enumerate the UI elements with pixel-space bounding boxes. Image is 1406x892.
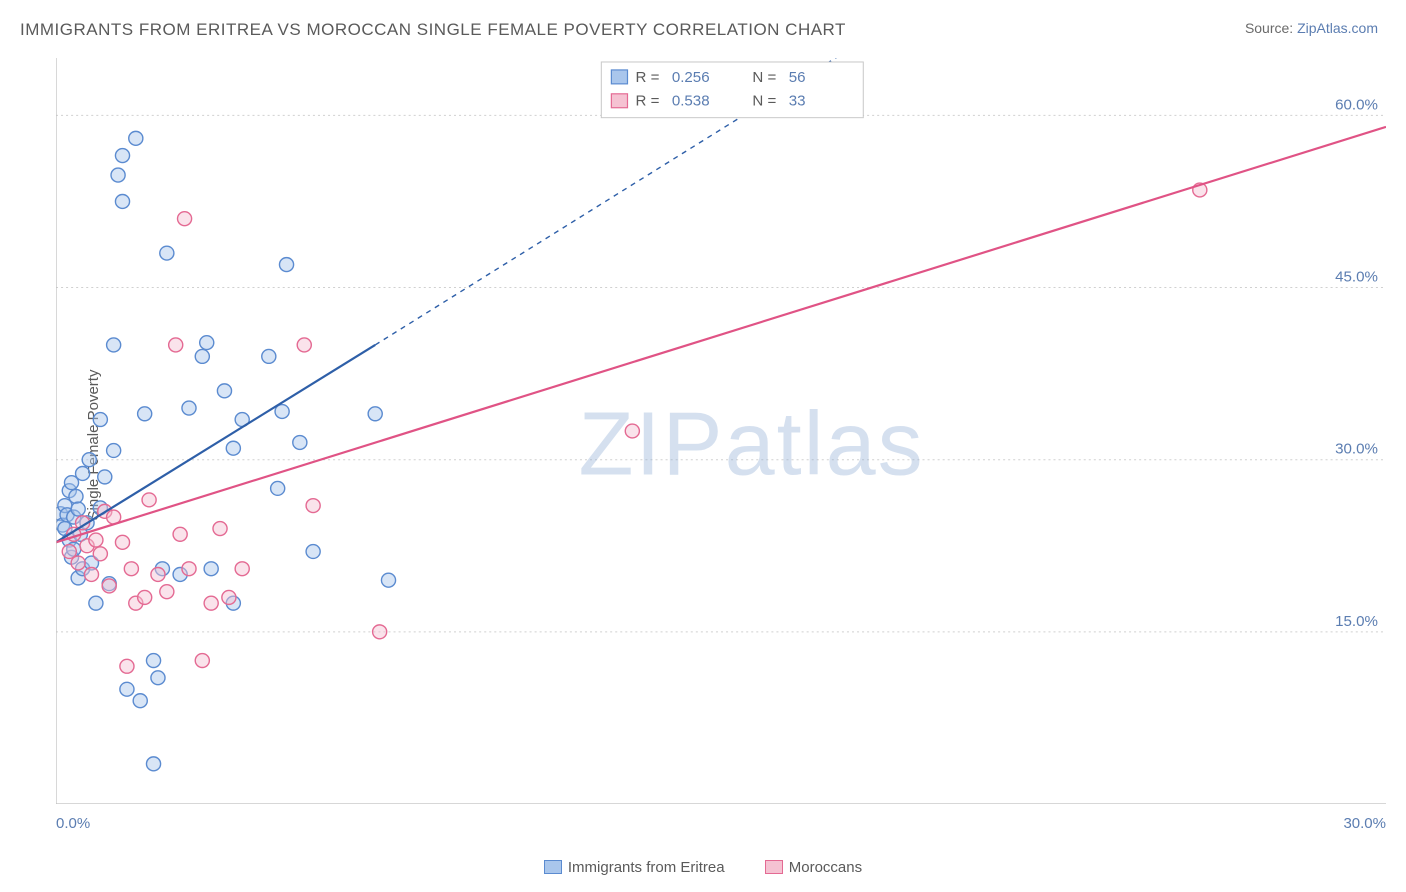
- x-min-label: 0.0%: [56, 815, 90, 832]
- chart-title: IMMIGRANTS FROM ERITREA VS MOROCCAN SING…: [20, 20, 846, 40]
- svg-text:N =: N =: [752, 69, 776, 86]
- source-link[interactable]: ZipAtlas.com: [1297, 20, 1378, 36]
- svg-text:45.0%: 45.0%: [1335, 269, 1378, 286]
- legend-item-eritrea: Immigrants from Eritrea: [544, 859, 729, 876]
- svg-text:R =: R =: [636, 69, 660, 86]
- svg-text:15.0%: 15.0%: [1335, 613, 1378, 630]
- svg-text:33: 33: [789, 93, 806, 110]
- svg-text:30.0%: 30.0%: [1335, 441, 1378, 458]
- scatter-plot: 15.0% 30.0% 45.0% 60.0% R = 0.256 N = 56 R = 0.5…: [56, 58, 1386, 804]
- svg-text:56: 56: [789, 69, 806, 86]
- svg-text:0.256: 0.256: [672, 69, 710, 86]
- svg-text:R =: R =: [636, 93, 660, 110]
- legend: Immigrants from Eritrea Moroccans: [0, 859, 1406, 876]
- x-max-label: 30.0%: [1343, 815, 1386, 832]
- legend-swatch-icon: [544, 860, 562, 874]
- legend-swatch-icon: [765, 860, 783, 874]
- svg-text:60.0%: 60.0%: [1335, 97, 1378, 114]
- chart-area: Single Female Poverty 15.0%30.0%45.0%60.…: [48, 58, 1386, 832]
- legend-item-moroccans: Moroccans: [765, 859, 862, 876]
- svg-text:0.538: 0.538: [672, 93, 710, 110]
- source-credit: Source: ZipAtlas.com: [1245, 20, 1378, 36]
- svg-text:N =: N =: [752, 93, 776, 110]
